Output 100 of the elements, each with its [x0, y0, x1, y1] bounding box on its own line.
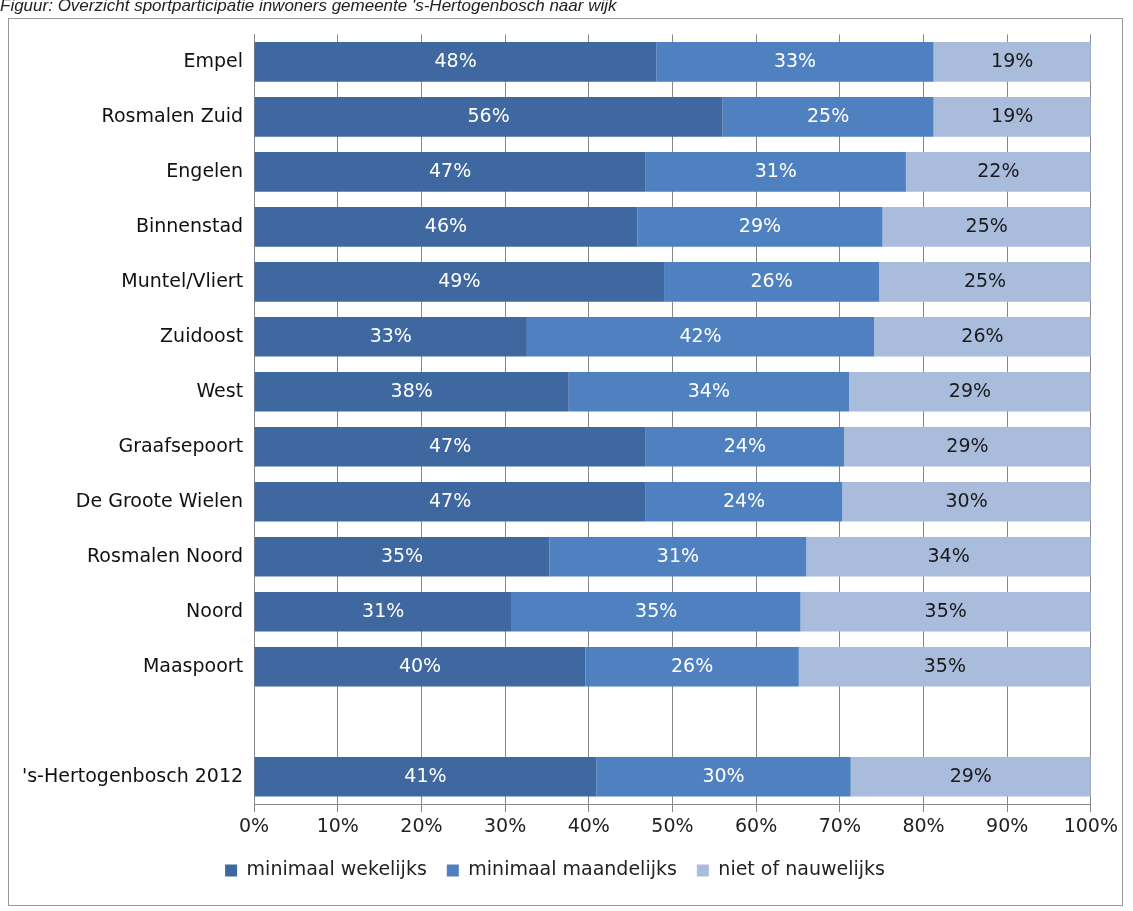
x-tick-label: 100% — [1063, 813, 1118, 836]
bar — [798, 646, 1091, 687]
bar — [879, 262, 1091, 302]
bar — [585, 646, 799, 687]
data-label: 29% — [738, 213, 782, 236]
data-label: 47% — [429, 488, 472, 511]
data-label: 35% — [923, 653, 966, 676]
bar — [511, 591, 801, 632]
data-label: 29% — [946, 433, 989, 456]
bar — [882, 207, 1091, 247]
bar — [596, 756, 851, 797]
bar — [526, 317, 875, 357]
data-label: 29% — [949, 763, 992, 786]
y-tick-label: Binnenstad — [135, 213, 244, 236]
bar — [254, 317, 527, 357]
bar — [933, 42, 1091, 82]
data-label: 41% — [404, 763, 447, 786]
bar — [637, 207, 883, 247]
x-tick-label: 30% — [484, 813, 527, 836]
bar — [850, 756, 1091, 797]
data-label: 31% — [362, 598, 405, 621]
bar — [800, 591, 1091, 632]
data-label: 33% — [369, 323, 412, 346]
data-label: 31% — [656, 543, 700, 566]
y-tick-label: De Groote Wielen — [75, 488, 244, 511]
bar — [254, 207, 638, 247]
data-label: 35% — [635, 598, 678, 621]
bar — [254, 427, 646, 467]
data-label: 35% — [380, 543, 424, 566]
data-label: 47% — [429, 433, 472, 456]
bar — [549, 536, 807, 577]
bar — [254, 591, 512, 632]
bar — [254, 756, 597, 797]
data-label: 34% — [927, 543, 970, 566]
y-tick-label: Muntel/Vliert — [121, 268, 244, 291]
bar — [254, 372, 569, 412]
data-label: 26% — [671, 653, 714, 676]
legend-label: niet of nauwelijks — [718, 857, 885, 880]
data-label: 29% — [948, 378, 992, 401]
x-tick-label: 60% — [735, 813, 778, 836]
data-label: 42% — [679, 323, 722, 346]
bar — [656, 42, 934, 82]
data-label: 19% — [991, 48, 1034, 71]
data-label: 34% — [687, 378, 730, 401]
legend-label: minimaal maandelijks — [468, 857, 677, 880]
x-tick-label: 10% — [316, 813, 359, 836]
x-tick-label: 90% — [986, 813, 1029, 836]
x-tick-label: 20% — [400, 813, 443, 836]
bar — [905, 152, 1091, 192]
bar — [933, 97, 1091, 137]
x-tick-label: 80% — [902, 813, 945, 836]
data-label: 30% — [945, 488, 988, 511]
data-label: 46% — [424, 213, 468, 236]
data-label: 25% — [965, 213, 1008, 236]
y-tick-label: Noord — [186, 598, 244, 621]
bar — [645, 481, 843, 522]
y-tick-label: Rosmalen Zuid — [101, 103, 244, 126]
x-tick-label: 40% — [567, 813, 610, 836]
bar — [568, 372, 850, 412]
y-tick-label: Engelen — [166, 158, 244, 181]
data-label: 19% — [991, 103, 1034, 126]
bar — [849, 372, 1091, 412]
data-label: 49% — [438, 268, 481, 291]
bar — [254, 646, 586, 687]
data-label: 38% — [390, 378, 433, 401]
bar — [254, 536, 550, 577]
bar — [844, 427, 1091, 467]
x-tick-label: 0% — [239, 813, 270, 836]
bar — [254, 97, 723, 137]
data-label: 31% — [754, 158, 797, 181]
bar — [664, 262, 880, 302]
bar — [254, 42, 657, 82]
data-label: 26% — [750, 268, 793, 291]
data-label: 24% — [722, 488, 766, 511]
bar — [722, 97, 934, 137]
data-label: 26% — [961, 323, 1004, 346]
data-label: 22% — [977, 158, 1020, 181]
bar — [645, 427, 844, 467]
data-label: 25% — [806, 103, 850, 126]
y-tick-label: Rosmalen Noord — [87, 543, 244, 566]
data-label: 56% — [467, 103, 510, 126]
y-tick-label: Zuidoost — [160, 323, 244, 346]
y-tick-label: Empel — [183, 48, 244, 71]
y-tick-label: Maaspoort — [142, 653, 244, 676]
data-label: 30% — [702, 763, 745, 786]
data-label: 35% — [924, 598, 967, 621]
bar — [254, 481, 646, 522]
x-tick-label: 70% — [818, 813, 861, 836]
bar — [874, 317, 1091, 357]
data-label: 33% — [773, 48, 817, 71]
bar — [806, 536, 1091, 577]
bar — [645, 152, 906, 192]
legend-label: minimaal wekelijks — [246, 857, 427, 880]
data-label: 48% — [434, 48, 477, 71]
y-tick-label: Graafsepoort — [118, 433, 244, 456]
y-tick-label: West — [196, 378, 244, 401]
bar — [254, 262, 665, 302]
data-label: 47% — [429, 158, 472, 181]
x-tick-label: 50% — [651, 813, 694, 836]
data-label: 25% — [963, 268, 1007, 291]
